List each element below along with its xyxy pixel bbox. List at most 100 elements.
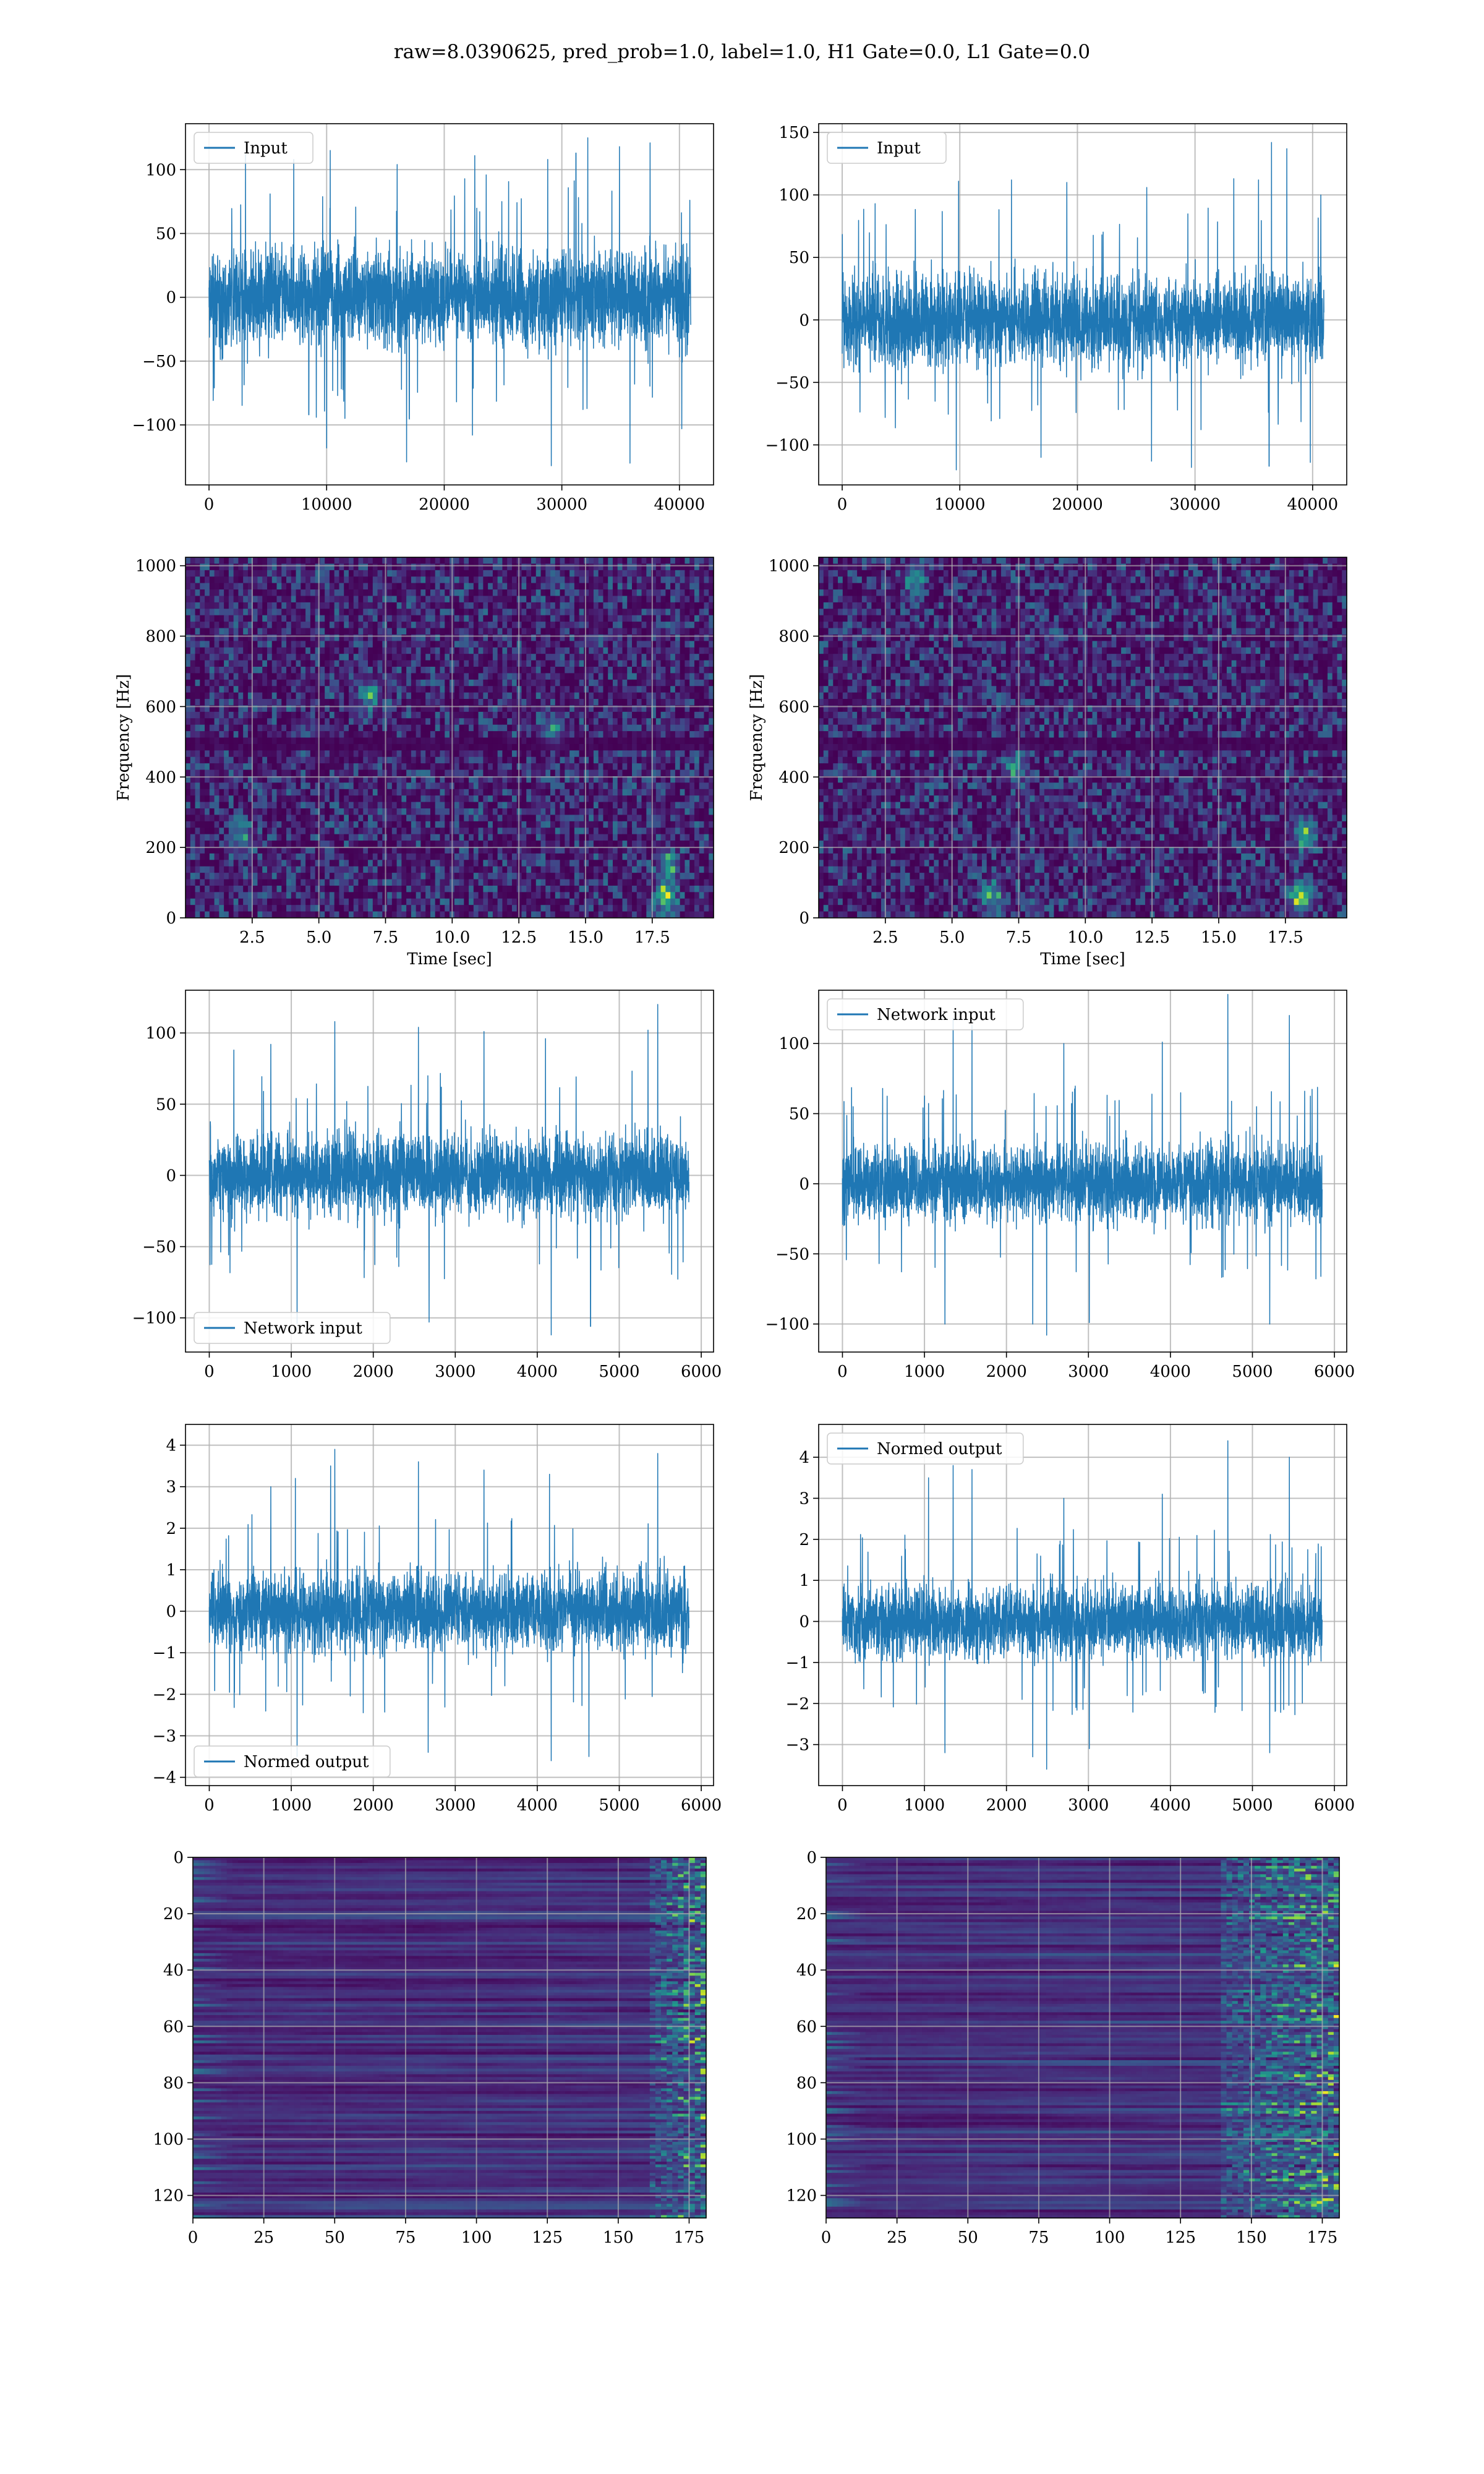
heatmap-cell	[608, 705, 613, 713]
heatmap-cell	[301, 731, 306, 738]
heatmap-cell	[281, 615, 287, 622]
heatmap-cell	[502, 576, 508, 584]
heatmap-cell	[680, 602, 686, 609]
heatmap-cell	[348, 570, 354, 577]
heatmap-cell	[584, 673, 589, 680]
heatmap-cell	[497, 596, 503, 603]
heatmap-cell	[699, 634, 705, 641]
heatmap-cell	[377, 596, 383, 603]
heatmap-cell	[224, 563, 229, 571]
spectrogram-image	[186, 557, 714, 918]
heatmap-cell	[469, 654, 474, 661]
heatmap-cell	[632, 673, 638, 680]
heatmap-cell	[641, 776, 647, 783]
heatmap-cell	[636, 711, 642, 719]
heatmap-cell	[411, 602, 417, 609]
heatmap-cell	[511, 795, 518, 803]
heatmap-cell	[608, 776, 613, 783]
heatmap-cell	[492, 750, 498, 758]
heatmap-cell	[655, 763, 662, 771]
heatmap-cell	[209, 802, 215, 809]
heatmap-cell	[488, 789, 493, 796]
heatmap-cell	[396, 705, 402, 713]
heatmap-cell	[646, 776, 652, 783]
heatmap-cell	[406, 654, 412, 661]
heatmap-cell	[608, 815, 613, 822]
heatmap-cell	[627, 743, 633, 751]
heatmap-cell	[655, 609, 662, 616]
heatmap-cell	[473, 673, 479, 680]
heatmap-cell	[377, 737, 383, 745]
heatmap-cell	[704, 589, 709, 597]
heatmap-cell	[372, 718, 378, 726]
heatmap-cell	[406, 570, 412, 577]
heatmap-cell	[651, 699, 657, 706]
heatmap-cell	[569, 679, 575, 687]
heatmap-cell	[565, 815, 570, 822]
heatmap-cell	[483, 782, 488, 790]
heatmap-cell	[372, 563, 378, 571]
heatmap-cell	[411, 737, 417, 745]
heatmap-cell	[593, 660, 599, 667]
heatmap-cell	[680, 828, 686, 835]
heatmap-cell	[488, 660, 493, 667]
heatmap-cell	[531, 654, 537, 661]
heatmap-cell	[497, 731, 503, 738]
heatmap-cell	[459, 834, 464, 841]
heatmap-cell	[675, 628, 681, 635]
heatmap-cell	[325, 576, 330, 584]
heatmap-cell	[680, 737, 686, 745]
heatmap-cell	[497, 750, 503, 758]
heatmap-cell	[296, 821, 301, 828]
heatmap-cell	[699, 602, 705, 609]
heatmap-cell	[684, 647, 690, 654]
heatmap-cell	[521, 763, 527, 771]
heatmap-cell	[632, 789, 638, 796]
heatmap-cell	[608, 737, 613, 745]
heatmap-cell	[368, 731, 373, 738]
heatmap-cell	[497, 570, 503, 577]
heatmap-cell	[660, 589, 666, 597]
heatmap-cell	[655, 557, 662, 565]
heatmap-cell	[276, 628, 282, 635]
heatmap-cell	[401, 834, 407, 841]
heatmap-cell	[233, 699, 239, 706]
heatmap-cell	[224, 679, 229, 687]
heatmap-cell	[363, 815, 369, 822]
heatmap-cell	[348, 705, 354, 713]
heatmap-cell	[344, 724, 349, 732]
heatmap-cell	[569, 673, 575, 680]
heatmap-cell	[531, 763, 537, 771]
heatmap-cell	[646, 769, 652, 777]
heatmap-cell	[425, 841, 431, 848]
heatmap-cell	[396, 815, 402, 822]
heatmap-cell	[641, 589, 647, 597]
heatmap-cell	[598, 634, 604, 641]
heatmap-cell	[680, 731, 686, 738]
heatmap-cell	[459, 686, 464, 693]
heatmap-cell	[526, 570, 532, 577]
heatmap-cell	[565, 628, 570, 635]
heatmap-cell	[660, 692, 666, 700]
heatmap-cell	[540, 654, 546, 661]
heatmap-cell	[329, 828, 335, 835]
heatmap-cell	[684, 576, 690, 584]
heatmap-cell	[709, 622, 714, 629]
heatmap-cell	[186, 583, 191, 590]
heatmap-cell	[416, 841, 422, 848]
heatmap-cell	[416, 724, 422, 732]
heatmap-cell	[469, 615, 474, 622]
heatmap-cell	[358, 802, 364, 809]
heatmap-cell	[358, 557, 364, 565]
heatmap-cell	[565, 563, 570, 571]
heatmap-cell	[655, 570, 662, 577]
heatmap-cell	[435, 705, 441, 713]
heatmap-cell	[195, 718, 200, 726]
heatmap-cell	[502, 686, 508, 693]
heatmap-cell	[694, 705, 700, 713]
legend-1: Input	[827, 132, 947, 164]
heatmap-cell	[655, 647, 662, 654]
heatmap-cell	[224, 776, 229, 783]
heatmap-cell	[358, 769, 364, 777]
heatmap-cell	[632, 808, 638, 816]
